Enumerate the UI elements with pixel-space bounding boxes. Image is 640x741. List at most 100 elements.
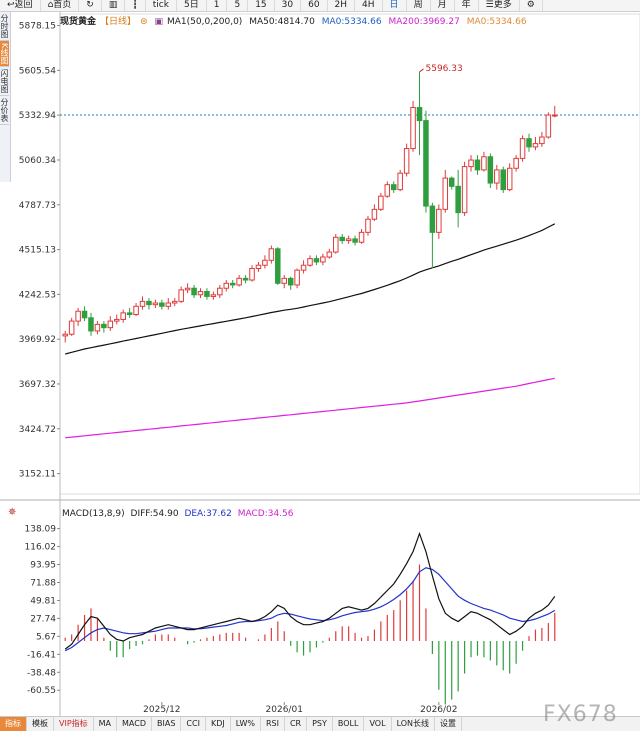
toolbar-item-日[interactable]: 日 [383,0,407,11]
indicator-settings-icon[interactable]: ✵ [8,507,17,518]
candle-body [146,300,152,306]
candle-body [487,156,494,184]
price-legend: 现货黄金 【日线】 ⊜ ▣ MA1(50,0,200,0) MA50:4814.70 … [60,14,531,27]
bottom-tab-3[interactable]: MA [94,717,118,731]
toolbar-item-返回[interactable]: ↩返回 [0,0,41,11]
candle [423,110,429,213]
bottom-tab-14[interactable]: LON长线 [392,717,436,731]
candle-body [474,159,481,171]
candle-body [461,166,468,214]
chart-canvas[interactable]: 5878.15 5605.54 5332.94 5060.34 4787.73 4515.… [0,0,640,716]
toolbar-item-refresh-icon[interactable]: ↻ [79,0,102,11]
candle-body [468,159,474,168]
legend-toggle-icon[interactable]: ⊜ [140,17,148,27]
toolbar-item-settings-gear-icon[interactable]: ⚙ [520,0,543,11]
toolbar-item-周[interactable]: 周 [407,0,431,11]
candle-body [481,156,487,171]
bottom-tab-8[interactable]: LW% [231,717,261,731]
candle [378,192,384,211]
toolbar-item-年[interactable]: 年 [455,0,479,11]
toolbar-item-5[interactable]: 5 [227,0,249,11]
bottom-tab-7[interactable]: KDJ [206,717,231,731]
candle-body [397,172,403,191]
candle-body [519,138,526,159]
candle-body [165,302,172,307]
candle-body [390,184,397,191]
toolbar-item-1[interactable]: 1 [207,0,228,11]
candle [506,163,513,192]
bottom-tab-6[interactable]: CCI [181,717,206,731]
candle [481,151,487,172]
candle-body [275,248,281,284]
candle-body [171,300,178,304]
bottom-tab-1[interactable]: 模板 [27,717,54,731]
ma50-line [65,223,556,355]
macd-value: MACD:34.56 [237,509,294,519]
price-tick-label: 5332.94 [19,111,56,121]
candle [519,135,526,162]
candle [191,284,197,299]
bottom-tab-5[interactable]: BIAS [152,717,182,731]
bottom-tab-15[interactable]: 设置 [435,717,463,731]
high-annotation-label: 5596.33 [426,64,463,74]
candle [403,143,410,177]
price-tick-label: 4787.73 [19,201,56,211]
macd-tick-label: -38.48 [27,668,56,678]
candle-body [242,277,249,281]
candle-body [448,177,455,187]
candle-body [300,264,307,271]
legend-period[interactable]: 【日线】 [100,17,137,27]
candle [133,303,139,317]
watermark: FX678 [543,702,618,727]
bottom-tab-13[interactable]: VOL [364,717,392,731]
candle-body [178,289,184,302]
bottom-tab-9[interactable]: RSI [261,717,285,731]
candle [268,245,275,264]
candle [217,284,223,299]
candle-body [410,106,416,150]
ma-settings-icon[interactable]: ▣ [154,17,163,27]
bottom-tab-12[interactable]: BOLL [333,717,365,731]
toolbar-item-更多[interactable]: ☰更多 [479,0,520,11]
candle-body [371,208,378,220]
candle-body [345,238,352,242]
candle [275,247,281,285]
macd-tick-label: 27.74 [30,614,56,624]
candle [436,204,442,239]
toolbar-item-2H[interactable]: 2H [328,0,356,11]
toolbar-item-candlestick-icon[interactable]: ┇ [125,0,146,11]
candle-body [113,318,120,322]
home-icon: ⌂ [47,0,54,10]
side-tab-0[interactable]: 分时图 [0,12,9,41]
bottom-tab-11[interactable]: PSY [307,717,333,731]
candle-body [429,205,436,233]
side-tab-2[interactable]: 闪电图 [0,67,9,97]
toolbar-item-tick[interactable]: tick [146,0,177,11]
bottom-tab-0[interactable]: 指标 [0,717,27,731]
toolbar-label: 日 [389,0,399,10]
side-tab-3[interactable]: 分价表 [0,96,9,126]
bottom-tab-2[interactable]: VIP指标 [54,717,94,731]
toolbar-item-chart-bars-icon[interactable]: ▥ [102,0,126,11]
toolbar-item-4H[interactable]: 4H [355,0,383,11]
candle [262,255,268,269]
candle-body [526,138,532,148]
candle-body [416,106,423,122]
toolbar-item-5日[interactable]: 5日 [177,0,207,11]
side-tab-1[interactable]: K线图 [0,41,9,68]
toolbar-item-30[interactable]: 30 [275,0,302,11]
legend-instrument: 现货黄金 [60,17,97,27]
legend-ma200: MA200:3969.27 [388,17,460,27]
candle [113,314,120,325]
candle [474,155,481,175]
toolbar-item-月[interactable]: 月 [431,0,455,11]
toolbar-item-15[interactable]: 15 [248,0,275,11]
toolbar-label: 周 [413,0,423,10]
bottom-tab-4[interactable]: MACD [117,717,153,731]
bottom-tab-10[interactable]: CR [285,717,308,731]
toolbar-item-60[interactable]: 60 [301,0,328,11]
candle [223,280,230,292]
toolbar-item-首页[interactable]: ⌂首页 [41,0,80,11]
candle [539,132,545,147]
price-tick-label: 3152.11 [19,470,56,480]
